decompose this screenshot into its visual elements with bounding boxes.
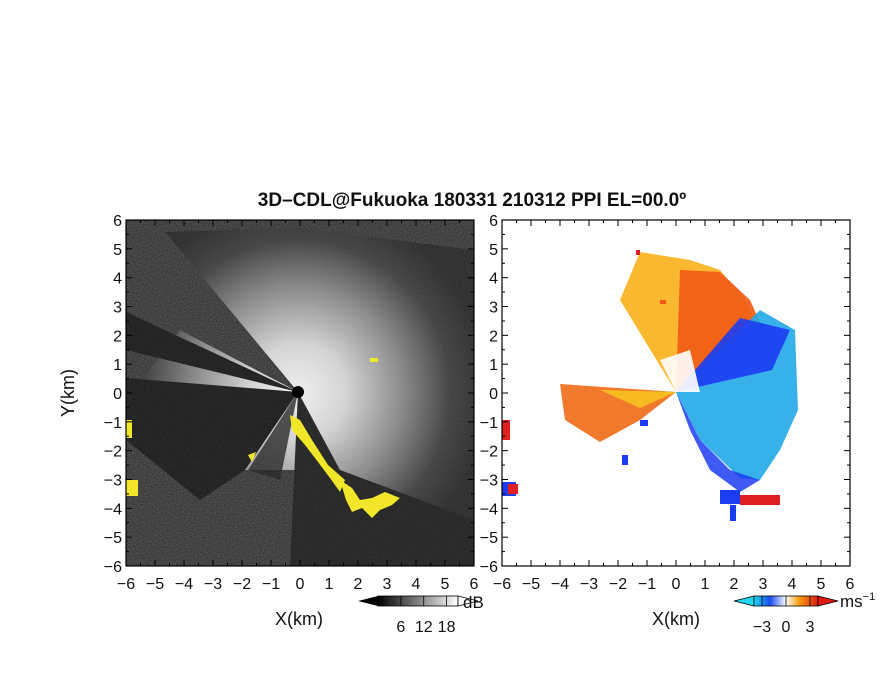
x-tick-label: −6 bbox=[117, 576, 135, 593]
y-tick-label: 2 bbox=[489, 328, 498, 345]
velocity-colorbar-unit-exponent: −1 bbox=[863, 591, 876, 603]
velocity-positive-north-core bbox=[676, 270, 768, 392]
x-tick-label: −2 bbox=[233, 576, 251, 593]
snr-axis-ticks bbox=[125, 219, 475, 567]
colorbar-tick-label: 0 bbox=[782, 619, 791, 636]
y-tick-label: 6 bbox=[489, 213, 498, 230]
x-tick-label: −1 bbox=[262, 576, 280, 593]
x-tick-label: −3 bbox=[580, 576, 598, 593]
figure-title: 3D–CDL@Fukuoka 180331 210312 PPI EL=00.0… bbox=[258, 190, 686, 211]
y-tick-label: −5 bbox=[104, 530, 122, 547]
y-tick-label: −5 bbox=[480, 530, 498, 547]
x-tick-label: 6 bbox=[846, 576, 855, 593]
velocity-colorbar-unit-base: ms bbox=[840, 592, 863, 611]
y-tick-label: 4 bbox=[113, 271, 122, 288]
velocity-colorbar-extend-high bbox=[817, 595, 839, 607]
x-tick-label: −2 bbox=[609, 576, 627, 593]
snr-yellow-mask bbox=[126, 358, 400, 518]
velocity-xlabel: X(km) bbox=[652, 609, 700, 629]
x-tick-label: 5 bbox=[441, 576, 450, 593]
velocity-negative-south-lobe bbox=[676, 392, 760, 492]
y-tick-label: −2 bbox=[104, 444, 122, 461]
y-tick-label: −6 bbox=[104, 559, 122, 576]
colorbar-tick-label: 18 bbox=[438, 619, 456, 636]
y-tick-label: −3 bbox=[480, 473, 498, 490]
velocity-panel: −6 −5 −4 −3 −2 −1 0 1 2 3 4 5 6 6 5 4 3 2 1 0 −1 −2 −3 −4 −5 −6 X… bbox=[480, 213, 855, 629]
colorbar-tick-label: 3 bbox=[806, 619, 815, 636]
y-tick-label: 1 bbox=[113, 357, 122, 374]
y-tick-label: 3 bbox=[113, 300, 122, 317]
x-tick-label: 3 bbox=[759, 576, 768, 593]
snr-colorbar-ticks: 6 12 18 bbox=[396, 596, 456, 636]
x-tick-label: −5 bbox=[146, 576, 164, 593]
x-tick-label: −3 bbox=[204, 576, 222, 593]
velocity-colorbar: ms−1 −3 0 3 bbox=[733, 591, 875, 636]
x-tick-label: −5 bbox=[522, 576, 540, 593]
colorbar-tick-label: 12 bbox=[415, 619, 433, 636]
velocity-colorbar-unit: ms−1 bbox=[840, 591, 875, 611]
y-tick-label: −2 bbox=[480, 444, 498, 461]
y-tick-label: 1 bbox=[489, 357, 498, 374]
y-tick-label: −6 bbox=[480, 559, 498, 576]
snr-tick-labels: −6 −5 −4 −3 −2 −1 0 1 2 3 4 5 6 6 5 4 3 2 1 0 −1 −2 −3 −4 −5 −6 bbox=[104, 213, 479, 593]
x-tick-label: 5 bbox=[817, 576, 826, 593]
y-tick-label: 2 bbox=[113, 328, 122, 345]
velocity-tick-labels: −6 −5 −4 −3 −2 −1 0 1 2 3 4 5 6 6 5 4 3 2 1 0 −1 −2 −3 −4 −5 −6 bbox=[480, 213, 855, 593]
x-tick-label: 4 bbox=[412, 576, 421, 593]
colorbar-tick-label: −3 bbox=[753, 619, 771, 636]
snr-colorbar-gradient bbox=[377, 595, 459, 607]
velocity-axis-ticks bbox=[501, 219, 851, 567]
velocity-near-zero-center bbox=[660, 350, 700, 392]
y-tick-label: 0 bbox=[113, 386, 122, 403]
x-tick-label: 0 bbox=[672, 576, 681, 593]
snr-colorbar: dB 6 12 18 bbox=[358, 593, 484, 636]
x-tick-label: 3 bbox=[383, 576, 392, 593]
snr-colorbar-extend-high bbox=[457, 595, 479, 607]
velocity-edge-cells bbox=[502, 250, 780, 521]
x-tick-label: 2 bbox=[354, 576, 363, 593]
x-tick-label: −4 bbox=[551, 576, 569, 593]
y-tick-label: −1 bbox=[480, 415, 498, 432]
colorbar-tick-label: 6 bbox=[396, 619, 405, 636]
y-tick-label: −4 bbox=[480, 501, 498, 518]
snr-colorbar-unit: dB bbox=[463, 593, 484, 612]
y-tick-label: −4 bbox=[104, 501, 122, 518]
x-tick-label: −6 bbox=[493, 576, 511, 593]
velocity-colorbar-ticks: −3 0 3 bbox=[753, 596, 815, 636]
x-tick-label: 1 bbox=[701, 576, 710, 593]
x-tick-label: 4 bbox=[788, 576, 797, 593]
snr-colorbar-extend-low bbox=[358, 596, 378, 606]
x-tick-label: 1 bbox=[325, 576, 334, 593]
snr-radar-origin bbox=[292, 386, 304, 398]
y-tick-label: −3 bbox=[104, 473, 122, 490]
y-tick-label: 4 bbox=[489, 271, 498, 288]
velocity-positive-west-inner bbox=[600, 390, 676, 408]
x-tick-label: −4 bbox=[175, 576, 193, 593]
y-tick-label: 5 bbox=[113, 242, 122, 259]
snr-panel: −6 −5 −4 −3 −2 −1 0 1 2 3 4 5 6 6 5 4 3 2 1 0 −1 −2 −3 −4 −5 −6 X… bbox=[58, 213, 479, 629]
y-tick-label: −1 bbox=[104, 415, 122, 432]
velocity-negative-east-core bbox=[676, 318, 790, 392]
y-tick-label: 6 bbox=[113, 213, 122, 230]
y-tick-label: 5 bbox=[489, 242, 498, 259]
velocity-colorbar-extend-low bbox=[733, 595, 755, 607]
snr-xlabel: X(km) bbox=[275, 609, 323, 629]
x-tick-label: 6 bbox=[470, 576, 479, 593]
x-tick-label: 0 bbox=[296, 576, 305, 593]
x-tick-label: 2 bbox=[730, 576, 739, 593]
x-tick-label: −1 bbox=[638, 576, 656, 593]
y-tick-label: 0 bbox=[489, 386, 498, 403]
y-tick-label: 3 bbox=[489, 300, 498, 317]
snr-ylabel: Y(km) bbox=[58, 369, 78, 417]
